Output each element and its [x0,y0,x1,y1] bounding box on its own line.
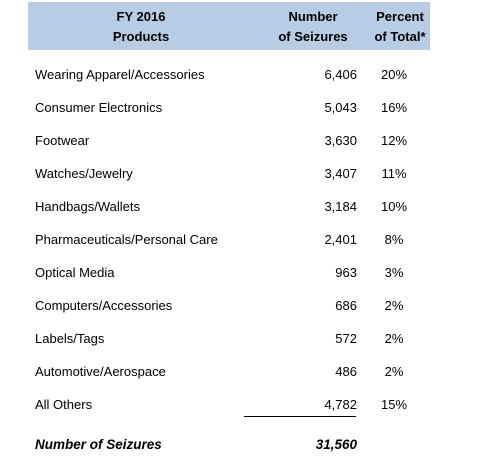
row-count: 572 [335,331,357,346]
table-row: Consumer Electronics 5,043 16% [28,92,430,125]
row-product: Watches/Jewelry [35,166,133,181]
row-count: 486 [335,364,357,379]
row-product: Automotive/Aerospace [35,364,166,379]
row-percent: 2% [384,298,404,313]
row-product: Consumer Electronics [35,100,163,115]
row-percent: 2% [384,364,404,379]
row-percent: 10% [380,199,408,214]
row-product: Optical Media [35,265,115,280]
total-count: 31,560 [315,437,357,452]
header-number-line2: of Seizures [278,29,348,44]
header-percent-line2: of Total* [374,29,426,44]
table-row: Pharmaceuticals/Personal Care 2,401 8% [28,224,430,257]
header-number-line1: Number [288,9,338,24]
row-percent: 3% [384,265,404,280]
row-count: 3,630 [324,133,357,148]
row-percent: 12% [380,133,408,148]
row-percent: 20% [380,67,408,82]
header-products-line1: FY 2016 [116,9,166,24]
row-product: Wearing Apparel/Accessories [35,67,205,82]
row-product: All Others [35,397,93,412]
table-row: Handbags/Wallets 3,184 10% [28,191,430,224]
row-product: Labels/Tags [35,331,105,346]
header-percent-line1: Percent [376,9,424,24]
row-percent: 11% [381,166,407,181]
table-row: Computers/Accessories 686 2% [28,290,430,323]
header-products-line2: Products [112,29,170,44]
row-percent: 16% [380,100,408,115]
row-count: 963 [335,265,357,280]
header-percent: Percent of Total* [366,7,434,47]
table-header: FY 2016 Products Number of Seizures Perc… [28,2,430,50]
row-product: Handbags/Wallets [35,199,141,214]
row-count: 4,782 [324,397,357,412]
table-row: Wearing Apparel/Accessories 6,406 20% [28,59,430,92]
row-percent: 15% [380,397,408,412]
sum-underline [244,416,356,417]
table-row: Watches/Jewelry 3,407 11% [28,158,430,191]
table-row: Automotive/Aerospace 486 2% [28,356,430,389]
row-count: 2,401 [324,232,357,247]
row-percent: 2% [384,331,404,346]
row-product: Computers/Accessories [35,298,173,313]
row-count: 686 [335,298,357,313]
header-number: Number of Seizures [262,7,364,47]
table-row: Optical Media 963 3% [28,257,430,290]
seizures-table: FY 2016 Products Number of Seizures Perc… [28,2,430,462]
row-product: Footwear [35,133,90,148]
table-body: Wearing Apparel/Accessories 6,406 20% Consu… [28,59,430,422]
table-row: Footwear 3,630 12% [28,125,430,158]
table-row: Labels/Tags 572 2% [28,323,430,356]
table-row: All Others 4,782 15% [28,389,430,422]
header-products: FY 2016 Products [66,7,216,47]
row-count: 3,184 [324,199,357,214]
row-percent: 8% [384,232,404,247]
row-count: 3,407 [324,166,357,181]
row-count: 6,406 [324,67,357,82]
total-row: Number of Seizures 31,560 [28,422,430,462]
row-count: 5,043 [324,100,357,115]
total-label: Number of Seizures [35,437,162,452]
row-product: Pharmaceuticals/Personal Care [35,232,218,247]
